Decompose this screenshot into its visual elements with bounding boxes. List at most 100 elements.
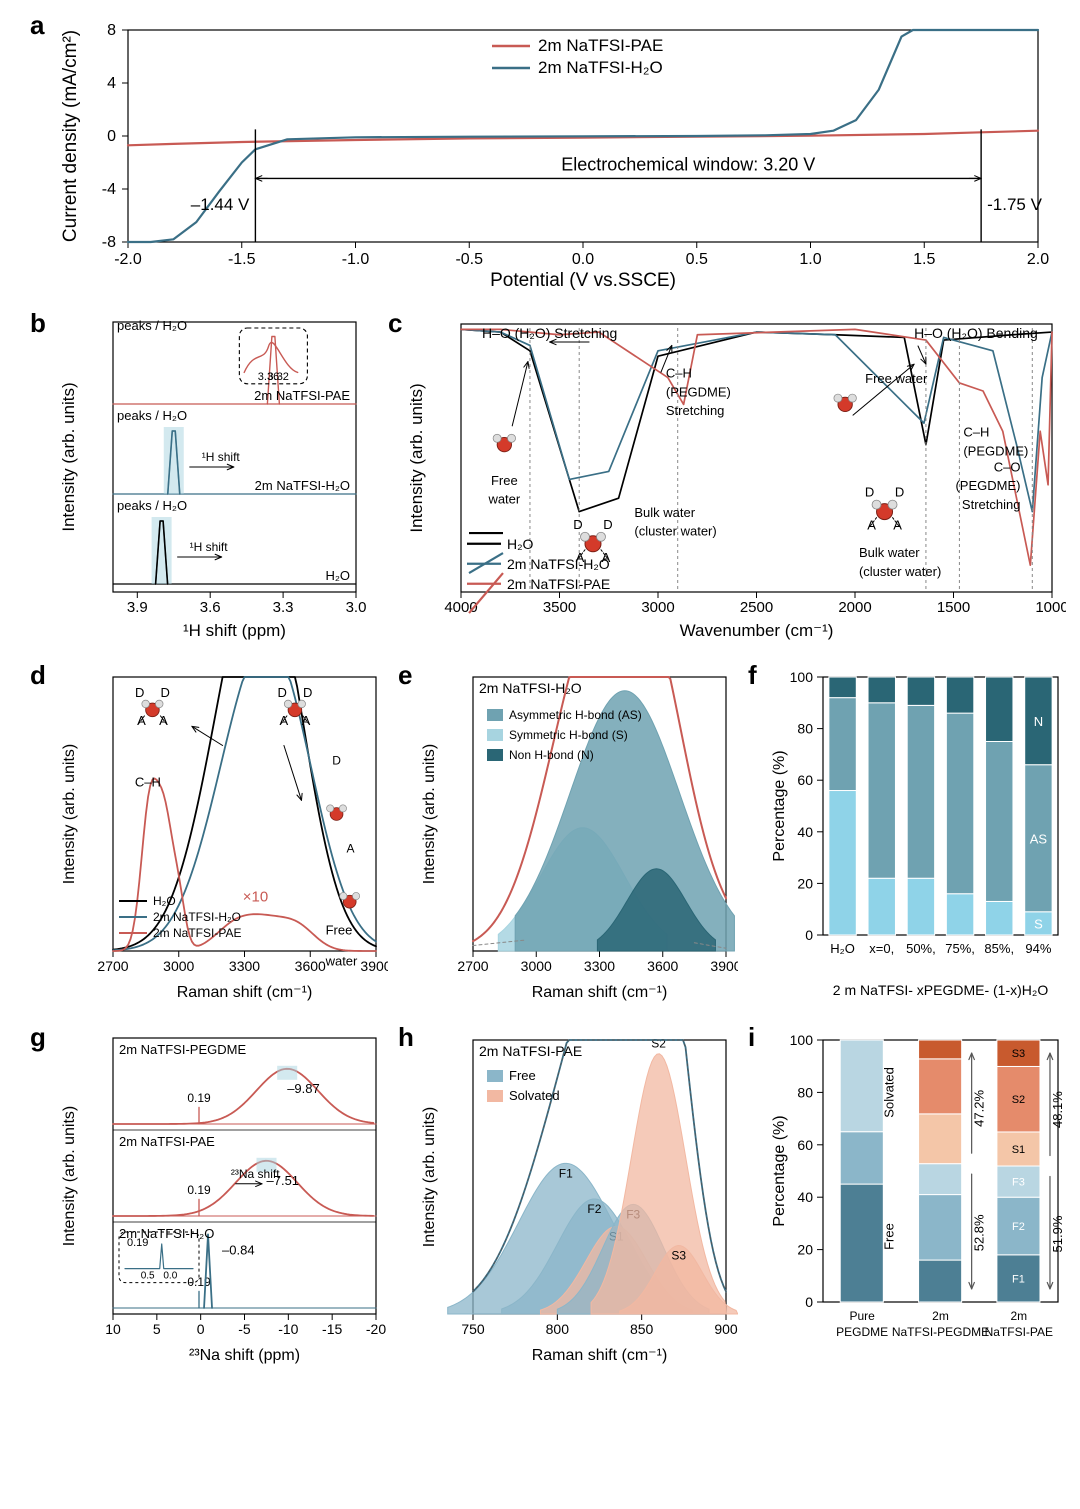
svg-text:5: 5: [153, 1321, 161, 1337]
svg-text:2m NaTFSI-H₂O: 2m NaTFSI-H₂O: [153, 910, 241, 924]
svg-text:2700: 2700: [97, 958, 128, 974]
svg-text:Potential (V vs.SSCE): Potential (V vs.SSCE): [490, 270, 676, 291]
svg-text:²³Na shift: ²³Na shift: [231, 1167, 280, 1181]
svg-text:A: A: [280, 713, 289, 728]
svg-text:3900: 3900: [710, 958, 738, 974]
svg-text:H–O (H₂O) Stretching: H–O (H₂O) Stretching: [482, 325, 617, 341]
svg-text:100: 100: [790, 669, 814, 685]
svg-text:-1.0: -1.0: [342, 251, 370, 268]
svg-text:water: water: [487, 492, 520, 507]
svg-text:3300: 3300: [229, 958, 260, 974]
svg-text:H₂O: H₂O: [153, 894, 176, 908]
svg-text:S2: S2: [651, 1037, 666, 1051]
svg-text:-8: -8: [102, 234, 116, 251]
svg-text:-4: -4: [102, 181, 116, 198]
svg-text:3900: 3900: [360, 958, 388, 974]
svg-text:1500: 1500: [937, 599, 970, 616]
svg-text:Free: Free: [509, 1068, 536, 1083]
svg-text:C–H: C–H: [963, 425, 989, 440]
panel-h-label: h: [398, 1022, 414, 1053]
svg-text:H₂O: H₂O: [325, 568, 350, 583]
svg-text:C–O: C–O: [994, 459, 1021, 474]
svg-text:0: 0: [805, 927, 813, 943]
svg-text:0.0: 0.0: [572, 251, 594, 268]
svg-text:–0.84: –0.84: [222, 1242, 255, 1257]
svg-text:3.3: 3.3: [273, 599, 294, 616]
panel-b-label: b: [30, 308, 46, 339]
svg-text:Intensity (arb. units): Intensity (arb. units): [421, 744, 438, 885]
panel-h-chart: 750800850900Raman shift (cm⁻¹)Intensity …: [418, 1028, 738, 1368]
svg-text:A: A: [867, 518, 876, 533]
svg-text:2700: 2700: [457, 958, 488, 974]
svg-text:D: D: [332, 754, 341, 768]
svg-text:(PEGDME): (PEGDME): [955, 478, 1020, 493]
svg-text:S1: S1: [1012, 1144, 1025, 1156]
svg-text:-0.5: -0.5: [455, 251, 483, 268]
svg-text:3600: 3600: [295, 958, 326, 974]
svg-text:H₂O: H₂O: [830, 941, 855, 956]
svg-text:Intensity (arb. units): Intensity (arb. units): [407, 383, 426, 532]
svg-text:2.0: 2.0: [1027, 251, 1049, 268]
svg-text:Solvated: Solvated: [509, 1088, 560, 1103]
panel-e-chart: 27003000330036003900Raman shift (cm⁻¹)In…: [418, 665, 738, 1005]
svg-text:75%,: 75%,: [945, 941, 975, 956]
svg-text:80: 80: [797, 721, 813, 737]
svg-text:60: 60: [797, 1137, 813, 1153]
svg-text:850: 850: [630, 1321, 654, 1337]
svg-text:2m NaTFSI-PAE: 2m NaTFSI-PAE: [254, 388, 350, 403]
svg-text:peaks / H₂O: peaks / H₂O: [117, 498, 187, 513]
svg-text:-10: -10: [278, 1321, 298, 1337]
svg-text:3000: 3000: [163, 958, 194, 974]
svg-text:Pure: Pure: [849, 1309, 875, 1323]
svg-text:2m NaTFSI-PAE: 2m NaTFSI-PAE: [507, 576, 610, 592]
svg-text:S2: S2: [1012, 1094, 1025, 1106]
svg-text:Intensity (arb. units): Intensity (arb. units): [61, 1106, 78, 1247]
svg-text:0.5: 0.5: [686, 251, 708, 268]
svg-text:-15: -15: [322, 1321, 342, 1337]
svg-text:Asymmetric H-bond (AS): Asymmetric H-bond (AS): [509, 708, 642, 722]
svg-text:0: 0: [805, 1294, 813, 1310]
svg-text:2m NaTFSI-H₂O: 2m NaTFSI-H₂O: [255, 478, 350, 493]
panel-a-label: a: [30, 10, 44, 41]
svg-text:D: D: [573, 517, 582, 532]
svg-text:3.6: 3.6: [200, 599, 221, 616]
svg-text:–9.87: –9.87: [287, 1081, 320, 1096]
svg-text:10: 10: [105, 1321, 121, 1337]
svg-text:NaTFSI-PEGDME: NaTFSI-PEGDME: [892, 1325, 989, 1339]
svg-text:Free: Free: [491, 473, 518, 488]
svg-text:peaks / H₂O: peaks / H₂O: [117, 408, 187, 423]
panel-c-label: c: [388, 308, 402, 339]
svg-text:1000: 1000: [1035, 599, 1066, 616]
svg-text:Wavenumber (cm⁻¹): Wavenumber (cm⁻¹): [680, 621, 834, 640]
panel-d-label: d: [30, 660, 46, 691]
svg-text:3000: 3000: [521, 958, 552, 974]
svg-text:-1.5: -1.5: [228, 251, 256, 268]
svg-text:2m NaTFSI-H₂O: 2m NaTFSI-H₂O: [507, 556, 610, 572]
svg-text:C–H: C–H: [666, 366, 692, 381]
panel-c-chart: 1000150020002500300035004000Wavenumber (…: [406, 312, 1066, 642]
svg-text:H₂O: H₂O: [507, 536, 534, 552]
svg-text:52.8%: 52.8%: [972, 1214, 987, 1251]
svg-text:3300: 3300: [584, 958, 615, 974]
svg-text:¹H shift (ppm): ¹H shift (ppm): [183, 621, 286, 640]
svg-text:F2: F2: [1012, 1221, 1025, 1233]
svg-text:D: D: [135, 685, 144, 700]
svg-text:51.9%: 51.9%: [1050, 1215, 1065, 1252]
svg-text:0.0: 0.0: [163, 1271, 177, 1282]
svg-text:N: N: [1034, 714, 1043, 729]
svg-text:1.0: 1.0: [799, 251, 821, 268]
svg-text:2m: 2m: [932, 1309, 949, 1323]
svg-text:100: 100: [790, 1032, 814, 1048]
svg-text:-2.0: -2.0: [114, 251, 142, 268]
svg-text:0.19: 0.19: [187, 1183, 211, 1197]
svg-text:900: 900: [714, 1321, 738, 1337]
svg-text:3500: 3500: [543, 599, 576, 616]
panel-b-chart: 3.93.63.33.0¹H shift (ppm)Intensity (arb…: [58, 312, 368, 642]
svg-text:0.19: 0.19: [127, 1237, 148, 1249]
svg-text:2m NaTFSI-PAE: 2m NaTFSI-PAE: [538, 36, 663, 55]
panel-d-chart: 27003000330036003900Raman shift (cm⁻¹)In…: [58, 665, 388, 1005]
svg-text:2000: 2000: [838, 599, 871, 616]
svg-text:Free: Free: [881, 1223, 896, 1250]
svg-text:S3: S3: [671, 1249, 686, 1263]
svg-text:2 m NaTFSI- xPEGDME- (1-x)H₂O: 2 m NaTFSI- xPEGDME- (1-x)H₂O: [833, 982, 1049, 998]
